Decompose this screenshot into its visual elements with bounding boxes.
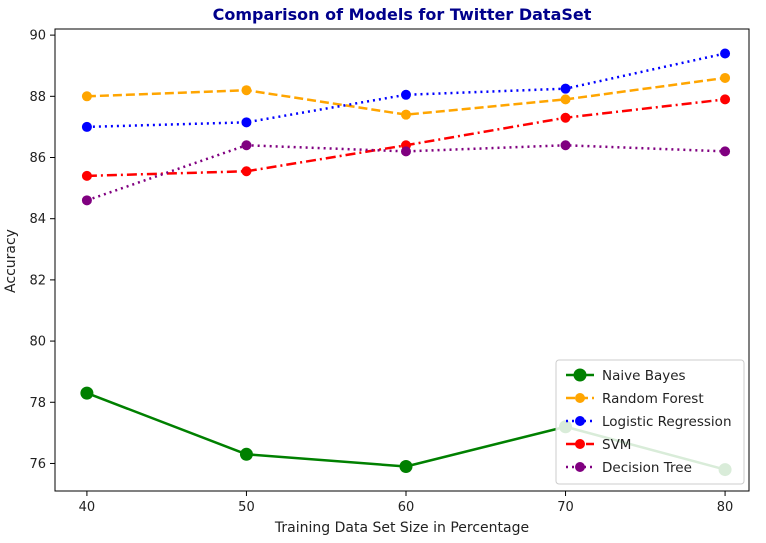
y-tick-label: 86 (29, 151, 46, 166)
plot-frame (54, 28, 750, 492)
x-tick-label: 60 (398, 500, 415, 515)
legend-item-decision-tree: Decision Tree (566, 460, 692, 476)
data-point-svm (241, 166, 252, 177)
data-point-random-forest (720, 72, 731, 83)
x-tick-label: 70 (557, 500, 574, 515)
data-point-logistic-regression (241, 117, 252, 128)
axis-ticks: 40 50 60 70 80 76 78 80 82 84 86 88 90 (29, 29, 733, 515)
legend-item-naive-bayes: Naive Bayes (566, 368, 686, 384)
series-random-forest (81, 72, 731, 120)
x-tick-label: 40 (79, 500, 96, 515)
data-point-logistic-regression (400, 89, 411, 100)
legend-item-random-forest: Random Forest (566, 391, 704, 407)
legend-box (555, 359, 745, 485)
data-point-decision-tree (400, 146, 411, 157)
legend-marker (573, 368, 587, 382)
y-tick-label: 90 (29, 29, 46, 44)
y-tick-label: 88 (29, 90, 46, 105)
series-decision-tree (81, 140, 731, 206)
legend-label: SVM (602, 437, 631, 453)
data-point-svm (720, 94, 731, 105)
data-point-naive-bayes (399, 460, 413, 474)
legend-label: Naive Bayes (602, 368, 686, 384)
series-line-random-forest (86, 76, 726, 116)
data-point-svm (81, 170, 92, 181)
legend: Naive Bayes Random Forest Logistic Regress… (555, 359, 745, 485)
legend-item-logistic-regression: Logistic Regression (566, 414, 732, 430)
y-axis-title: Accuracy (3, 229, 19, 293)
data-point-decision-tree (81, 195, 92, 206)
x-tick-label: 50 (238, 500, 255, 515)
y-tick-label: 76 (29, 457, 46, 472)
legend-label: Logistic Regression (602, 414, 732, 430)
data-point-random-forest (81, 91, 92, 102)
data-point-random-forest (241, 85, 252, 96)
legend-marker (575, 439, 585, 449)
legend-marker (575, 462, 585, 472)
data-point-logistic-regression (720, 48, 731, 59)
y-tick-label: 82 (29, 273, 46, 288)
series-line-decision-tree (86, 144, 726, 202)
y-tick-label: 84 (29, 212, 46, 227)
legend-marker (575, 393, 585, 403)
y-tick-label: 78 (29, 396, 46, 411)
legend-label: Decision Tree (602, 460, 692, 476)
data-point-decision-tree (241, 140, 252, 151)
data-point-decision-tree (560, 140, 571, 151)
data-point-naive-bayes (80, 386, 94, 400)
chart-title: Comparison of Models for Twitter DataSet (213, 5, 592, 24)
series-line-logistic-regression (86, 52, 726, 129)
data-point-logistic-regression (81, 121, 92, 132)
series-layer (80, 48, 732, 477)
legend-label: Random Forest (602, 391, 704, 407)
data-point-random-forest (560, 94, 571, 105)
legend-item-svm: SVM (566, 437, 631, 453)
data-point-random-forest (400, 109, 411, 120)
x-axis-title: Training Data Set Size in Percentage (274, 520, 529, 536)
x-tick-label: 80 (717, 500, 734, 515)
data-point-decision-tree (720, 146, 731, 157)
data-point-svm (560, 112, 571, 123)
legend-marker (575, 416, 585, 426)
data-point-naive-bayes (239, 447, 253, 461)
series-logistic-regression (81, 48, 731, 132)
y-tick-label: 80 (29, 335, 46, 350)
data-point-logistic-regression (560, 83, 571, 94)
